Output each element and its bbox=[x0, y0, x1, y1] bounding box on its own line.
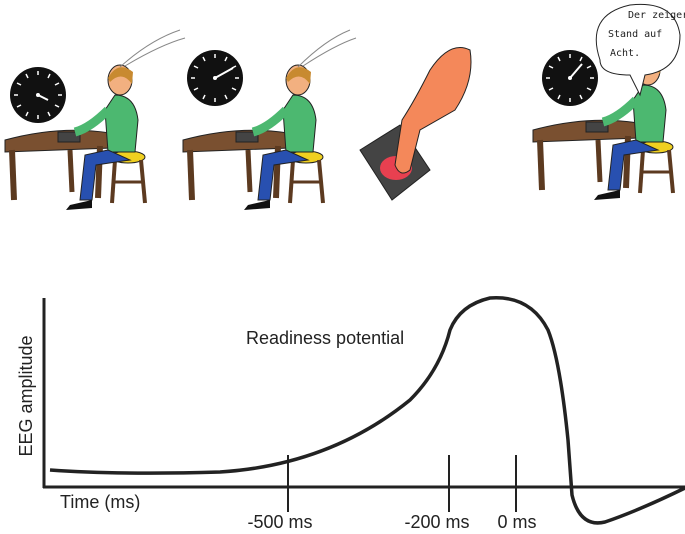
x-axis-label: Time (ms) bbox=[60, 492, 140, 512]
speech-line: Stand auf bbox=[608, 29, 662, 40]
speech-line: Acht. bbox=[610, 48, 640, 59]
time-marker: -500 ms bbox=[247, 512, 312, 532]
y-axis-label: EEG amplitude bbox=[16, 335, 36, 456]
time-marker: 0 ms bbox=[497, 512, 536, 532]
curve-label: Readiness potential bbox=[246, 328, 404, 348]
button-press bbox=[359, 47, 472, 201]
graph: EEG amplitude Time (ms) Readiness potent… bbox=[16, 296, 685, 532]
time-marker: -200 ms bbox=[404, 512, 469, 532]
scene-2 bbox=[183, 29, 357, 210]
scene-3: Der zeiger Stand auf Acht. bbox=[533, 3, 685, 200]
scene-1 bbox=[5, 29, 186, 210]
speech-line: Der zeiger bbox=[628, 10, 685, 21]
readiness-curve bbox=[49, 296, 685, 525]
